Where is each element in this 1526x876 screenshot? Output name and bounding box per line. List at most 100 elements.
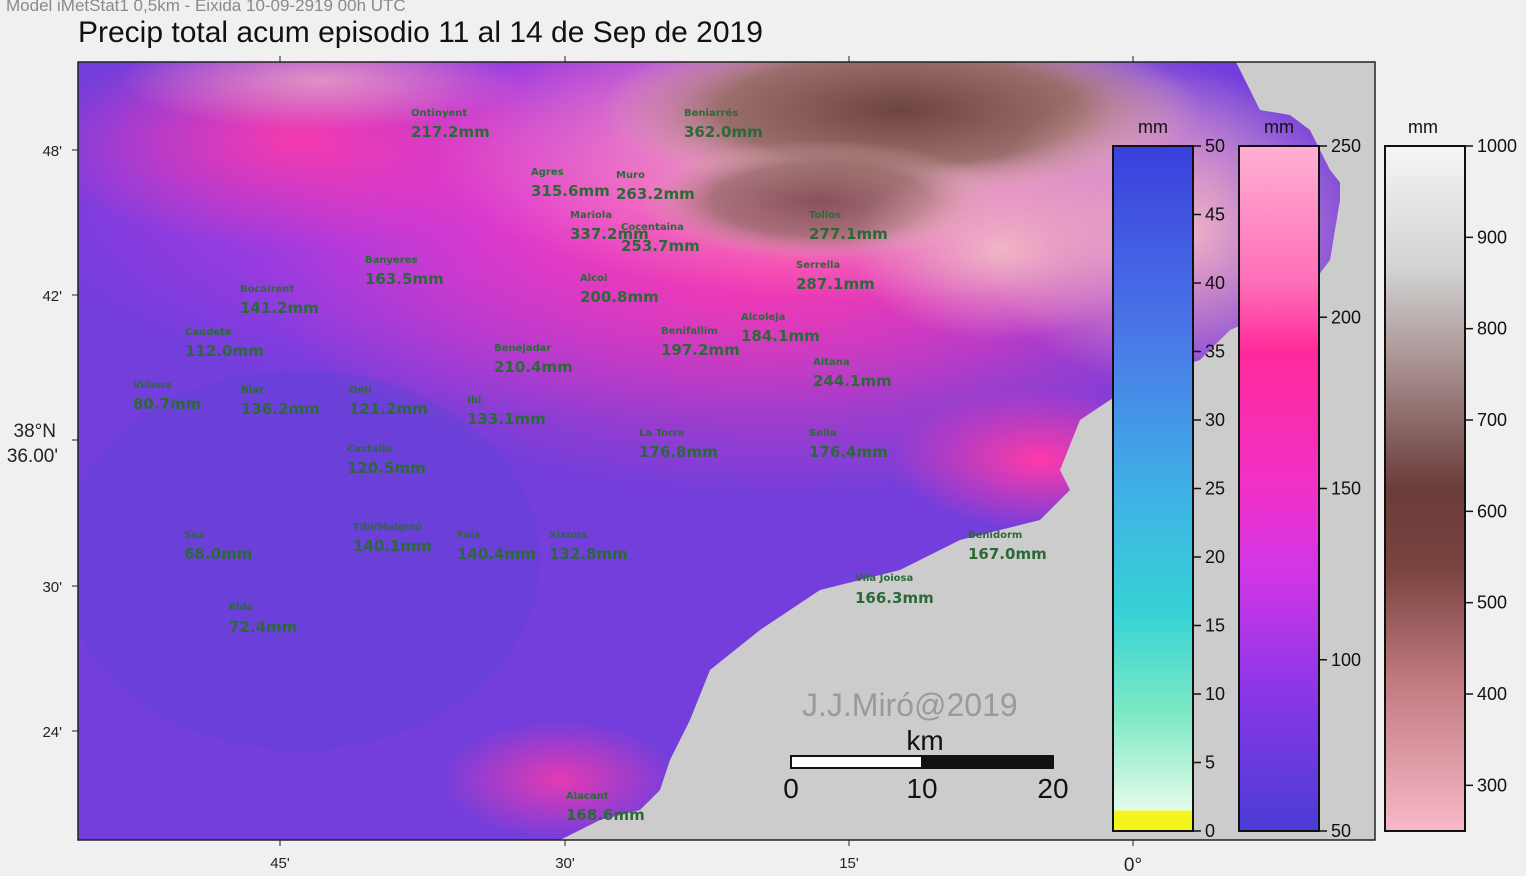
colorbar-high-unit: mm	[1408, 117, 1438, 137]
svg-text:121.2mm: 121.2mm	[349, 400, 428, 418]
svg-text:163.5mm: 163.5mm	[365, 270, 444, 288]
svg-text:Mariola: Mariola	[570, 210, 612, 221]
svg-text:263.2mm: 263.2mm	[616, 185, 695, 203]
svg-text:72.4mm: 72.4mm	[229, 618, 297, 636]
svg-text:Agres: Agres	[531, 167, 564, 178]
svg-text:Benejadar: Benejadar	[494, 343, 551, 354]
colorbar-tick-label: 50	[1205, 136, 1225, 156]
colorbar-tick-label: 900	[1477, 227, 1507, 247]
station-cocentaina: Cocentaina 253.7mm	[621, 222, 700, 255]
svg-text:210.4mm: 210.4mm	[494, 358, 573, 376]
svg-text:315.6mm: 315.6mm	[531, 182, 610, 200]
lat-label-38n: 38°N	[14, 421, 56, 442]
colorbar-mid: mm 250 200 150 100 50	[1238, 117, 1361, 841]
lon-label-0: 0°	[1124, 855, 1142, 876]
station-sella: Sella 176.4mm	[809, 428, 888, 461]
station-agres: Agres 315.6mm	[531, 167, 610, 200]
svg-text:136.2mm: 136.2mm	[241, 400, 320, 418]
svg-text:362.0mm: 362.0mm	[684, 123, 763, 141]
svg-text:Muro: Muro	[616, 170, 645, 181]
svg-text:Serrella: Serrella	[796, 260, 840, 271]
lat-label-24: 24'	[42, 724, 62, 741]
colorbar-low-unit: mm	[1138, 117, 1168, 137]
colorbar-tick-label: 100	[1331, 650, 1361, 670]
svg-text:Elda: Elda	[229, 602, 253, 613]
svg-text:Vila Joiosa: Vila Joiosa	[855, 573, 913, 584]
station-xixona: Xixona 132.8mm	[549, 530, 628, 563]
station-foia: Foia 140.4mm	[457, 530, 536, 563]
lon-label-45: 45'	[270, 855, 290, 872]
svg-text:Tibi/Maigmó: Tibi/Maigmó	[353, 521, 422, 533]
station-labels: Ontinyent 217.2mm Beniarrés 362.0mm Agres 3…	[133, 107, 1047, 824]
station-alcoi: Alcoi 200.8mm	[580, 273, 659, 306]
svg-text:Benifallim: Benifallim	[661, 326, 718, 337]
station-serrella: Serrella 287.1mm	[796, 260, 875, 293]
svg-text:133.1mm: 133.1mm	[467, 410, 546, 428]
svg-text:Castalla: Castalla	[347, 444, 392, 455]
svg-text:Alacant: Alacant	[566, 791, 609, 802]
station-muro: Muro 263.2mm	[616, 170, 695, 203]
station-elda: Elda 72.4mm	[229, 602, 297, 636]
svg-text:Caudete: Caudete	[185, 327, 232, 338]
station-caudete: Caudete 112.0mm	[185, 327, 264, 360]
svg-text:167.0mm: 167.0mm	[968, 545, 1047, 563]
lat-label-48: 48'	[42, 143, 62, 160]
svg-text:337.2mm: 337.2mm	[570, 225, 649, 243]
colorbar-tick-label: 10	[1205, 684, 1225, 704]
svg-text:287.1mm: 287.1mm	[796, 275, 875, 293]
station-vila-joiosa: Vila Joiosa 166.3mm	[855, 573, 934, 607]
station-alacant: Alacant 168.6mm	[566, 791, 645, 824]
colorbar-tick-label: 800	[1477, 319, 1507, 339]
station-mariola: Mariola 337.2mm	[570, 210, 649, 243]
colorbar-tick-label: 500	[1477, 593, 1507, 613]
station-benidorm: Benidorm 167.0mm	[968, 530, 1047, 563]
lat-label-42: 42'	[42, 288, 62, 305]
model-caption: Model iMetStat1 0,5km - Eixida 10-09-291…	[6, 0, 406, 15]
colorbar-tick-label: 0	[1205, 821, 1215, 841]
svg-text:Foia: Foia	[457, 530, 480, 541]
svg-text:Benidorm: Benidorm	[968, 530, 1022, 541]
svg-text:Cocentaina: Cocentaina	[621, 222, 684, 233]
station-beniarres: Beniarrés 362.0mm	[684, 107, 763, 141]
svg-text:140.1mm: 140.1mm	[353, 537, 432, 555]
colorbar-tick-label: 15	[1205, 616, 1225, 636]
svg-text:Alcoleja: Alcoleja	[741, 312, 785, 323]
svg-text:132.8mm: 132.8mm	[549, 545, 628, 563]
station-biar: Biar 136.2mm	[241, 385, 320, 418]
lat-label-36: 36.00'	[7, 446, 58, 467]
station-benejadar: Benejadar 210.4mm	[494, 343, 573, 376]
colorbar-tick-label: 700	[1477, 410, 1507, 430]
svg-text:Onil: Onil	[349, 385, 371, 396]
svg-text:141.2mm: 141.2mm	[240, 299, 319, 317]
lon-label-15: 15'	[839, 855, 859, 872]
station-bocairent: Bocairent 141.2mm	[240, 284, 319, 317]
svg-text:176.4mm: 176.4mm	[809, 443, 888, 461]
svg-text:80.7mm: 80.7mm	[133, 395, 201, 413]
colorbar-tick-label: 400	[1477, 684, 1507, 704]
colorbar-high: mm 1000 900 800 700 600 500 400 300	[1384, 117, 1517, 832]
station-alcoleja: Alcoleja 184.1mm	[741, 312, 820, 345]
station-banyeres: Banyeres 163.5mm	[365, 255, 444, 288]
svg-text:Xixona: Xixona	[549, 530, 587, 541]
svg-text:Alcoi: Alcoi	[580, 273, 607, 284]
colorbar-tick-label: 200	[1331, 307, 1361, 327]
svg-text:168.6mm: 168.6mm	[566, 806, 645, 824]
longitude-labels: 45' 30' 15' 0°	[270, 855, 1142, 876]
colorbar-tick-label: 35	[1205, 342, 1225, 362]
scale-label-20: 20	[1037, 773, 1068, 804]
svg-text:68.0mm: 68.0mm	[184, 545, 252, 563]
svg-text:244.1mm: 244.1mm	[813, 372, 892, 390]
map-title: Precip total acum episodio 11 al 14 de S…	[78, 16, 763, 49]
station-ontinyent: Ontinyent 217.2mm	[411, 108, 490, 141]
colorbar-tick-label: 45	[1205, 205, 1225, 225]
svg-text:Villena: Villena	[133, 380, 172, 391]
station-ibi: Ibi 133.1mm	[467, 395, 546, 428]
station-sax: Sax 68.0mm	[184, 530, 252, 563]
svg-text:Tollos: Tollos	[809, 210, 841, 221]
svg-text:166.3mm: 166.3mm	[855, 589, 934, 607]
svg-text:277.1mm: 277.1mm	[809, 225, 888, 243]
station-la-torre: La Torre 176.8mm	[639, 428, 718, 461]
colorbar-tick-label: 150	[1331, 479, 1361, 499]
svg-text:184.1mm: 184.1mm	[741, 327, 820, 345]
